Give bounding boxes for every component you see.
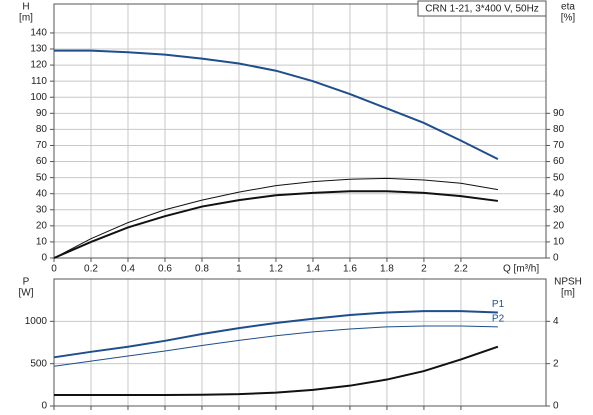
y2-tick-label: 90	[553, 108, 565, 119]
y-unit: [W]	[19, 288, 34, 299]
y2-tick-label: 0	[553, 253, 559, 264]
y2-tick-label: 70	[553, 140, 565, 151]
title-box	[417, 0, 547, 17]
x-tick-label: 0.4	[121, 264, 135, 275]
x-tick-label: 1.8	[380, 264, 394, 275]
curve	[54, 345, 499, 396]
x-tick-label: 1.2	[269, 264, 283, 275]
x-tick-label: 0.2	[84, 264, 98, 275]
x-tick-label: 1.4	[306, 264, 320, 275]
x-tick-label: 0	[51, 264, 57, 275]
y-tick-label: 80	[36, 124, 48, 135]
y2-tick-label: 40	[553, 188, 565, 199]
y2-tick-label: 50	[553, 172, 565, 183]
y-tick-label: 500	[30, 358, 47, 369]
y2-tick-label: 0	[553, 401, 559, 412]
curve-label: P1	[492, 299, 505, 310]
plot-frame	[53, 278, 547, 407]
y2-tick-label: 30	[553, 204, 565, 215]
curve-label: P2	[492, 313, 505, 324]
x-tick-label: 1.6	[343, 264, 357, 275]
y2-tick-label: 4	[553, 316, 559, 327]
x-tick-label: 1	[236, 264, 242, 275]
x-tick-label: 0.6	[158, 264, 172, 275]
y-label: P	[23, 277, 30, 288]
x-label: Q [m³/h]	[503, 264, 539, 275]
curve	[53, 310, 498, 359]
y-tick-label: 0	[41, 401, 47, 412]
curve	[53, 190, 499, 259]
x-tick-label: 2	[421, 264, 427, 275]
y-tick-label: 110	[31, 76, 47, 87]
y-tick-label: 10	[36, 237, 48, 248]
y-tick-label: 90	[36, 108, 48, 119]
curve	[53, 177, 498, 259]
y2-label: eta	[561, 2, 575, 13]
y-tick-label: 100	[30, 92, 47, 103]
y-tick-label: 30	[36, 204, 48, 215]
y-tick-label: 50	[36, 172, 48, 183]
y-tick-label: 140	[30, 28, 47, 39]
curve	[54, 49, 499, 161]
y2-unit: [%]	[561, 13, 576, 24]
x-tick-label: 0.8	[195, 264, 209, 275]
y-unit: [m]	[19, 13, 33, 24]
plot-frame	[53, 3, 547, 259]
y-tick-label: 60	[36, 156, 48, 167]
y-tick-label: 1000	[25, 316, 48, 327]
y2-tick-label: 2	[553, 358, 559, 369]
curve	[53, 325, 498, 367]
y2-tick-label: 60	[553, 156, 565, 167]
y-tick-label: 70	[36, 140, 48, 151]
y-tick-label: 20	[36, 220, 48, 231]
y-tick-label: 130	[30, 44, 47, 55]
y2-tick-label: 20	[553, 220, 565, 231]
y-label: H	[22, 2, 29, 13]
x-tick-label: 2.2	[454, 264, 468, 275]
y-tick-label: 40	[36, 188, 48, 199]
y-tick-label: 120	[30, 60, 47, 71]
y2-label: NPSH	[554, 277, 582, 288]
y-tick-label: 0	[41, 253, 47, 264]
chart-title: CRN 1-21, 3*400 V, 50Hz	[425, 4, 539, 15]
y2-tick-label: 80	[553, 124, 565, 135]
y2-unit: [m]	[561, 288, 575, 299]
y2-tick-label: 10	[553, 237, 565, 248]
